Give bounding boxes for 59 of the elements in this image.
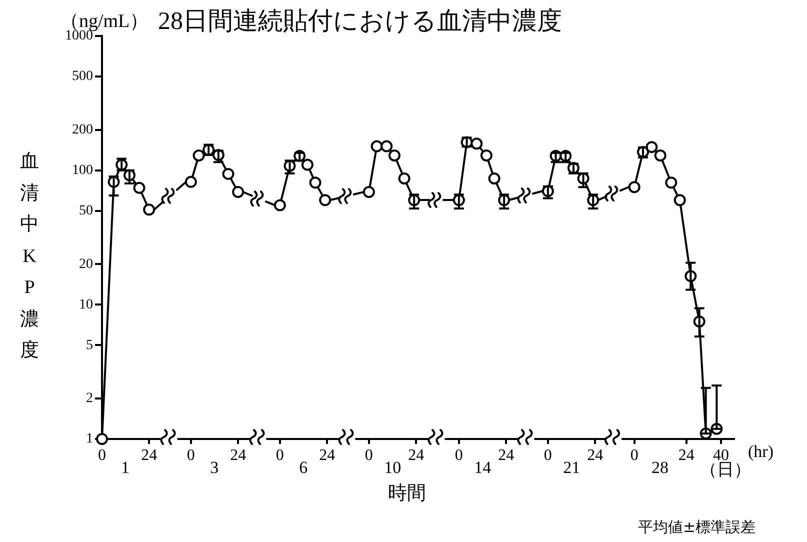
point <box>380 140 393 152</box>
x-tick-label: 0 <box>187 446 196 464</box>
x-tick-label: 24 <box>141 446 158 464</box>
point <box>398 172 410 184</box>
x-axis-title: 6 <box>299 458 308 478</box>
x-tick-label: 24 <box>230 446 246 464</box>
y-axis-title: 血清中KP濃度 <box>20 150 39 363</box>
point <box>143 204 156 216</box>
point <box>470 138 483 150</box>
point <box>370 140 383 152</box>
point <box>274 199 286 212</box>
y-tick-label: 20 <box>79 256 93 272</box>
point <box>480 149 493 162</box>
point <box>664 176 677 189</box>
x-axis-title: 3 <box>210 458 219 478</box>
y-tick-label: 10 <box>79 297 93 312</box>
point <box>319 194 332 206</box>
point <box>363 186 376 198</box>
point <box>222 168 234 180</box>
text: 平均値±標準誤差 <box>638 518 756 537</box>
x-tick-label: 0 <box>544 446 552 464</box>
y-tick-label: 1 <box>86 432 93 447</box>
x-tick-label: 24 <box>319 446 336 464</box>
text: (hr) <box>748 442 774 462</box>
text: （日） <box>700 460 751 481</box>
y-tick-label: 500 <box>72 69 93 84</box>
x-tick-label: 24 <box>408 446 424 464</box>
x-axis-title: 1 <box>121 458 130 478</box>
text: 28日間連続貼付における血清中濃度 <box>158 6 562 37</box>
x-axis-title: 14 <box>474 458 492 478</box>
x-axis-title: 28 <box>652 458 669 478</box>
x-tick-label: 0 <box>630 446 638 464</box>
x-tick-label: 0 <box>276 446 284 464</box>
point <box>674 194 686 206</box>
point <box>302 158 314 171</box>
x-tick-label: 24 <box>587 446 604 464</box>
y-tick-label: 2 <box>86 391 93 406</box>
point <box>192 149 205 162</box>
point <box>488 172 500 184</box>
y-tick-label: 100 <box>72 163 93 178</box>
point <box>309 176 322 189</box>
point <box>232 186 244 198</box>
x-axis-title: 10 <box>384 458 402 478</box>
x-tick-label: 0 <box>455 446 464 464</box>
y-tick-label: 50 <box>79 203 93 218</box>
y-tick-label: 5 <box>86 338 93 353</box>
x-tick-label: 0 <box>365 446 374 464</box>
x-tick-label: 24 <box>498 446 514 464</box>
point <box>628 181 640 194</box>
x-tick-label: 0 <box>98 446 106 464</box>
point <box>133 182 146 194</box>
point <box>654 149 666 162</box>
x-tick-label: 24 <box>678 446 694 464</box>
x-axis-title: 21 <box>563 458 580 478</box>
point <box>645 141 658 154</box>
point <box>185 176 198 188</box>
text: 時間 <box>388 481 426 506</box>
point <box>388 149 401 162</box>
y-tick-label: 200 <box>72 122 93 138</box>
